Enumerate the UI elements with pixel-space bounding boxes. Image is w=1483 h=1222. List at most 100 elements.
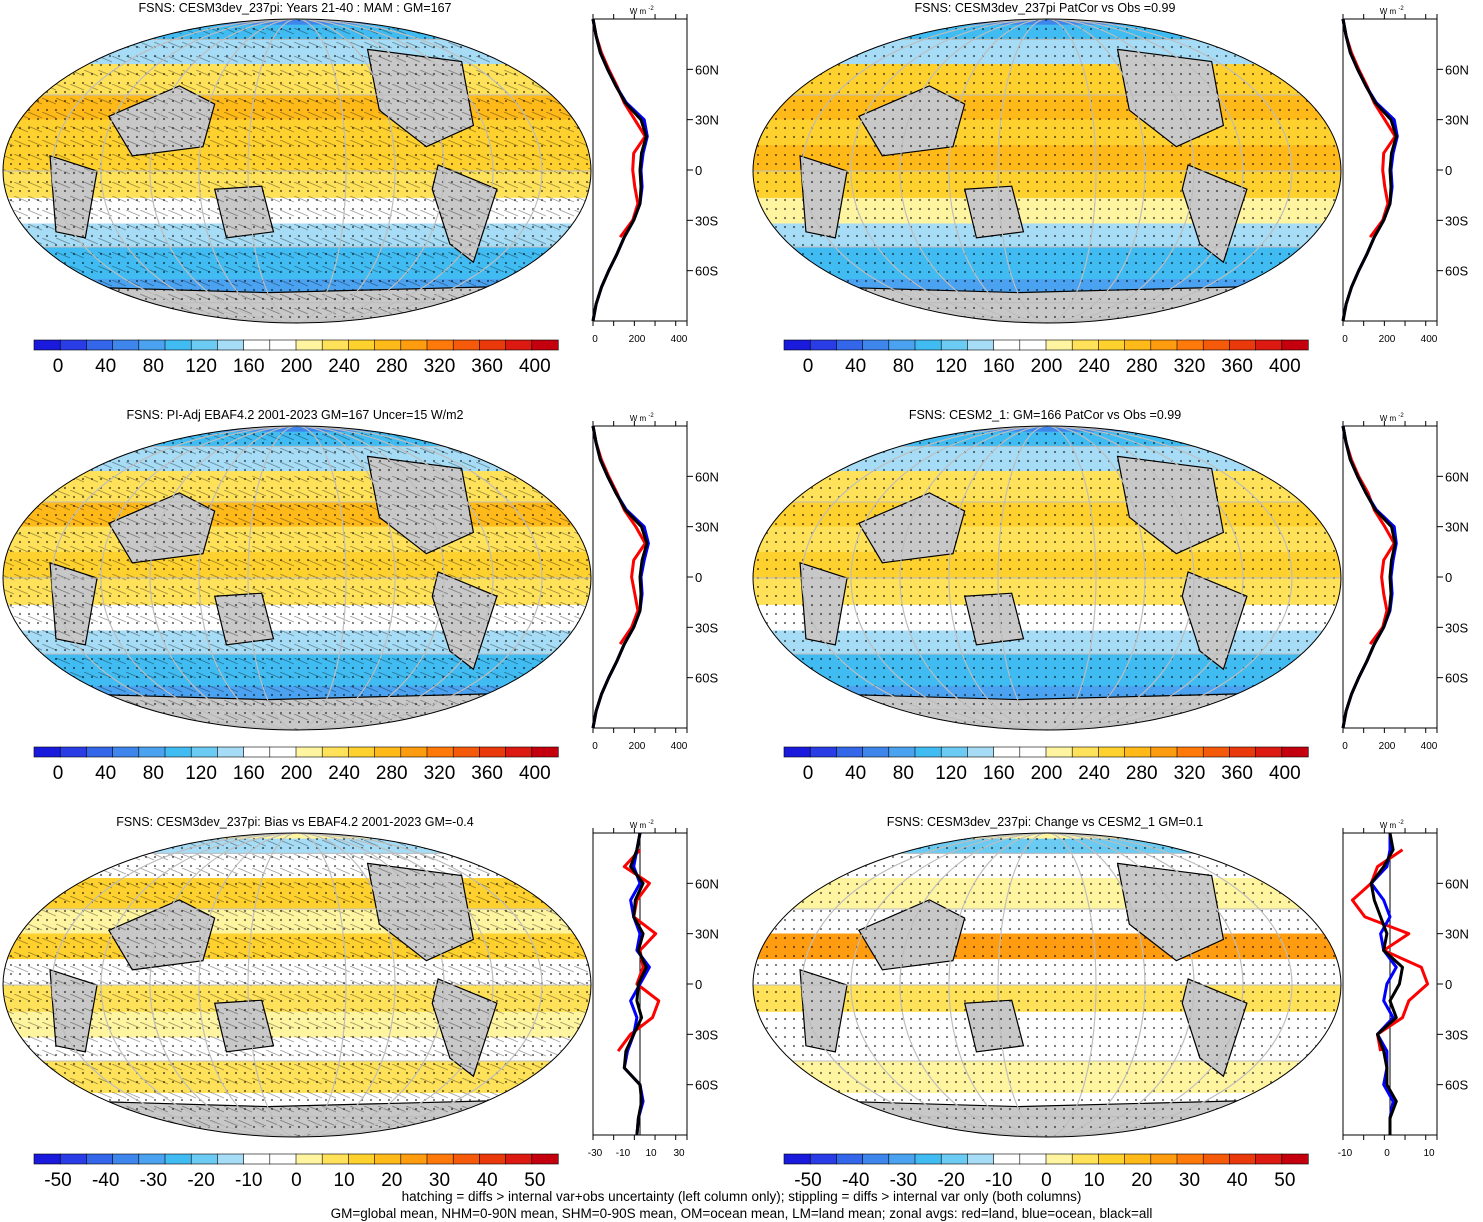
colorbar-swatch	[993, 339, 1021, 351]
zonal-line-all	[591, 425, 649, 729]
colorbar-swatch	[138, 746, 166, 758]
colorbar-swatch	[1229, 1153, 1257, 1165]
colorbar-swatch	[1098, 746, 1126, 758]
colorbar-swatch	[1202, 1153, 1230, 1165]
colorbar-tick-label: 40	[845, 763, 866, 784]
zonal-unit-exponent: -2	[648, 413, 654, 419]
gridline-lon	[801, 19, 1293, 323]
colorbar-swatch	[1176, 339, 1204, 351]
map-field-p2	[753, 19, 1341, 323]
colorbar-swatch	[348, 1153, 376, 1165]
lat-tick-label: 60N	[695, 876, 719, 891]
colorbar-swatch	[809, 746, 838, 758]
zonal-tick-label: 400	[1421, 741, 1438, 752]
colorbar-swatch	[1150, 339, 1178, 351]
colorbar-tick-label: 400	[1269, 763, 1301, 784]
colorbar-swatch	[1071, 339, 1099, 351]
colorbar-tick-label: 200	[281, 763, 313, 784]
colorbar-tick-label: 10	[334, 1170, 355, 1191]
colorbar-swatch	[1202, 746, 1230, 758]
colorbar-tick-label: 200	[1031, 763, 1063, 784]
gridline-lon	[247, 426, 347, 730]
zonal-unit-exponent: -2	[648, 820, 654, 826]
lat-tick-label: 30S	[695, 1027, 718, 1042]
zonal-tick-label: 200	[1379, 741, 1396, 752]
zonal-panel-p4: 60N 30N 0 30S 60S 0 200 400 W m -2	[1341, 413, 1469, 752]
zonal-panel-p5: 60N 30N 0 30S 60S -30 -10 10 30 W m -2	[588, 820, 719, 1159]
gridline-lon	[247, 833, 347, 1137]
zonal-tick-label: 10	[645, 1148, 657, 1159]
gridline-lon	[850, 19, 1244, 323]
colorbar-swatch	[1255, 339, 1283, 351]
colorbar-swatch	[809, 339, 838, 351]
colorbar-swatch	[940, 746, 969, 758]
colorbar-swatch	[269, 1153, 297, 1165]
gridline-lon	[801, 833, 1293, 1137]
colorbar-swatch	[33, 339, 61, 351]
colorbar-swatch	[1150, 746, 1178, 758]
gridline-lon	[100, 19, 494, 323]
gridline-lon	[899, 426, 1195, 730]
colorbar-tick-label: 320	[424, 763, 456, 784]
colorbar-swatch	[783, 1153, 811, 1165]
colorbar-swatch	[164, 746, 192, 758]
colorbar-tick-label: -30	[890, 1170, 917, 1191]
colorbar-p5: -50 -40 -30 -20 -10 0 10 20 30 40 50	[33, 1153, 559, 1191]
colorbar-swatch	[505, 746, 533, 758]
colorbar-tick-label: 120	[935, 763, 967, 784]
colorbar-tick-label: 0	[291, 1170, 302, 1191]
lat-tick-label: 30S	[1445, 620, 1468, 635]
colorbar-swatch	[190, 339, 218, 351]
lat-tick-label: 30S	[695, 620, 718, 635]
colorbar-swatch	[967, 1153, 995, 1165]
map-panel-p1	[2, 18, 592, 324]
lat-tick-label: 60N	[695, 62, 719, 77]
lat-tick-label: 60N	[1445, 876, 1469, 891]
map-outline	[2, 18, 592, 324]
zonal-unit-label: W m	[630, 821, 647, 830]
colorbar-tick-label: 400	[519, 763, 551, 784]
gridline-lon	[51, 833, 543, 1137]
colorbar-swatch	[426, 746, 454, 758]
colorbar-swatch	[452, 1153, 481, 1165]
colorbar-swatch	[1098, 339, 1126, 351]
colorbar-swatch	[426, 339, 454, 351]
zonal-tick-label: 200	[629, 741, 646, 752]
colorbar-tick-label: 80	[143, 763, 164, 784]
gridline-lon	[850, 426, 1244, 730]
colorbar-tick-label: 40	[95, 763, 116, 784]
colorbar-p6: -50 -40 -30 -20 -10 0 10 20 30 40 50	[783, 1153, 1309, 1191]
colorbar-swatch	[295, 339, 323, 351]
colorbar-swatch	[967, 746, 995, 758]
zonal-line-all	[1341, 18, 1398, 322]
zonal-panel-p2: 60N 30N 0 30S 60S 0 200 400 W m -2	[1341, 6, 1469, 345]
colorbar-tick-label: 360	[471, 763, 503, 784]
colorbar-swatch	[321, 746, 350, 758]
colorbar-swatch	[112, 1153, 140, 1165]
gridline-lon	[149, 19, 445, 323]
map-outline	[2, 832, 592, 1138]
colorbar-tick-label: 360	[1221, 763, 1253, 784]
colorbar-swatch	[86, 339, 114, 351]
colorbar-swatch	[33, 746, 61, 758]
colorbar-swatch	[374, 746, 402, 758]
colorbar-swatch	[531, 746, 559, 758]
lat-tick-label: 60S	[695, 264, 718, 279]
lat-tick-label: 60N	[695, 469, 719, 484]
colorbar-swatch	[243, 746, 271, 758]
colorbar-swatch	[531, 1153, 559, 1165]
zonal-tick-label: -10	[1338, 1148, 1353, 1159]
colorbar-swatch	[1281, 746, 1309, 758]
colorbar-swatch	[164, 339, 192, 351]
colorbar-swatch	[479, 1153, 507, 1165]
colorbar-swatch	[836, 339, 864, 351]
colorbar-tick-label: 240	[328, 356, 360, 377]
colorbar-swatch	[243, 1153, 271, 1165]
colorbar-swatch	[862, 1153, 890, 1165]
colorbar-swatch	[783, 746, 811, 758]
gridline-lon	[51, 19, 543, 323]
colorbar-tick-label: 160	[983, 763, 1015, 784]
colorbar-swatch	[1045, 746, 1073, 758]
map-field-p6	[753, 833, 1341, 1137]
colorbar-tick-label: 20	[381, 1170, 402, 1191]
